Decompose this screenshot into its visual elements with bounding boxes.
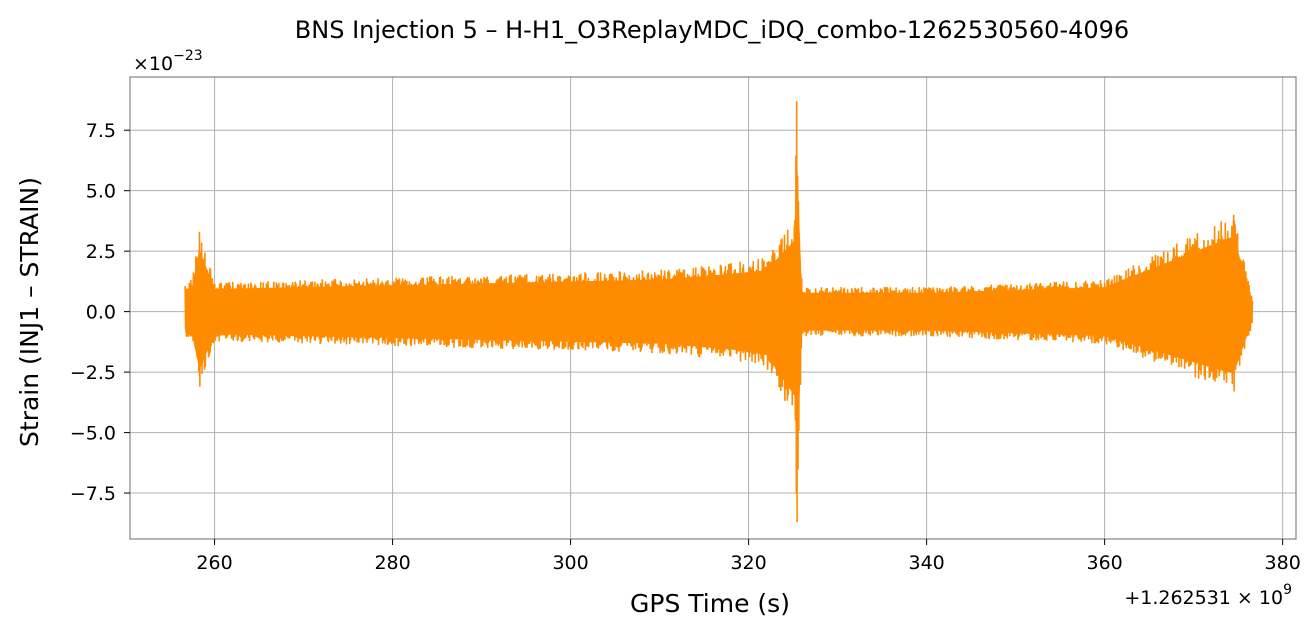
y-tick-label: −5.0 — [70, 423, 116, 445]
x-tick-label: 380 — [1265, 552, 1301, 574]
y-tick-label: −7.5 — [70, 483, 116, 505]
series-strain-line — [184, 101, 1254, 523]
y-tick-label: 7.5 — [86, 120, 116, 142]
y-tick-label: −2.5 — [70, 362, 116, 384]
x-tick-label: 280 — [374, 552, 410, 574]
x-axis-offset-exponent: 9 — [1283, 582, 1292, 598]
x-axis-label: GPS Time (s) — [630, 589, 790, 618]
x-tick-label: 340 — [908, 552, 944, 574]
x-tick-label: 320 — [730, 552, 766, 574]
chart-title: BNS Injection 5 – H-H1_O3ReplayMDC_iDQ_c… — [295, 16, 1129, 44]
plot-area-frame — [129, 76, 1297, 540]
y-axis-multiplier-exponent: −23 — [173, 48, 203, 64]
x-axis-offset: +1.262531 × 109 — [1124, 582, 1292, 609]
x-tick-label: 260 — [196, 552, 232, 574]
y-tick-label: 0.0 — [86, 302, 116, 324]
y-axis-multiplier-base: ×10 — [133, 53, 173, 75]
x-tick-label: 300 — [552, 552, 588, 574]
y-tick-label: 2.5 — [86, 241, 116, 263]
y-axis-label: Strain (INJ1 – STRAIN) — [15, 177, 44, 447]
x-axis-offset-base: +1.262531 × 10 — [1124, 587, 1283, 609]
y-axis-multiplier: ×10−23 — [133, 48, 203, 75]
x-tick-label: 360 — [1087, 552, 1123, 574]
y-tick-label: 5.0 — [86, 181, 116, 203]
axis-ticks: 260 280 300 320 340 360 380 7.5 5.0 2.5 0.0 −2.5 −5.… — [70, 120, 1301, 574]
